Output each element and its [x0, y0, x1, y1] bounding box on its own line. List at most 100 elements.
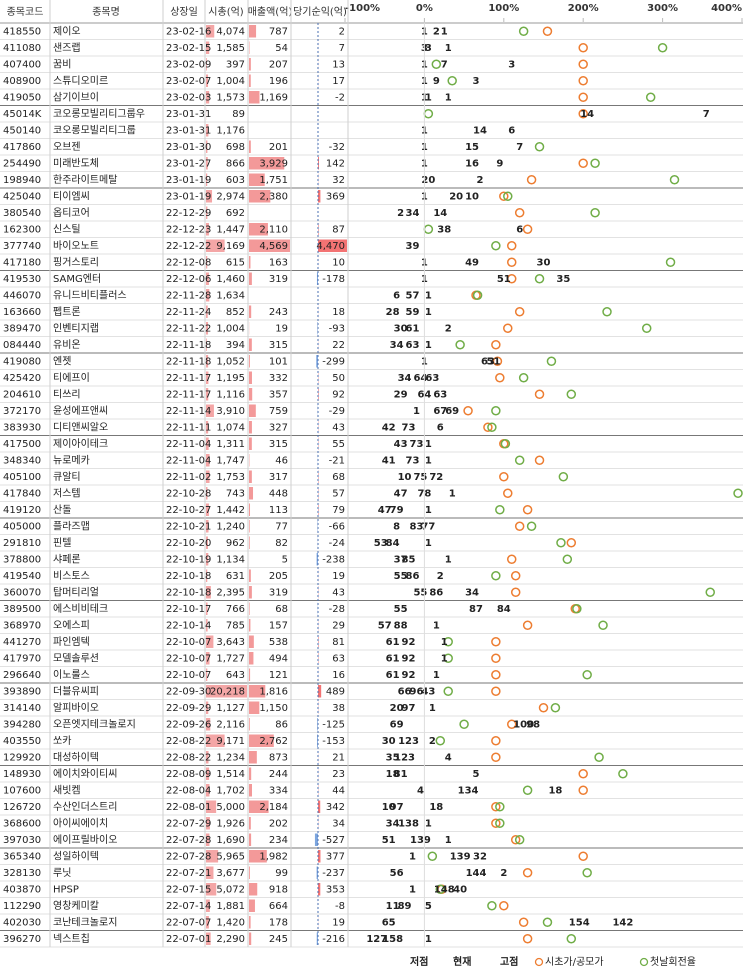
market-cap: 9,171: [216, 736, 245, 747]
stock-name: 디티앤씨알오: [53, 421, 108, 433]
cap-bar: [206, 586, 211, 599]
stock-name: 유니드비티플러스: [53, 289, 127, 301]
stock-code: 450140: [3, 125, 41, 136]
stock-name: 핑거스토리: [53, 256, 99, 268]
cap-bar: [206, 883, 217, 896]
cur-label: 100: [513, 719, 534, 730]
cap-bar: [206, 58, 207, 71]
listing-date: 22-11-18: [166, 356, 211, 367]
stock-name: 샤페론: [53, 553, 81, 565]
listing-date: 23-01-30: [166, 142, 211, 153]
listing-date: 23-02-03: [166, 92, 211, 103]
first-day-marker: [423, 109, 434, 119]
cap-bar: [206, 355, 209, 368]
market-cap: 3,677: [216, 868, 245, 879]
listing-date: 22-07-28: [166, 851, 211, 862]
net-income: 38: [332, 703, 345, 714]
high-label: 2: [429, 736, 436, 747]
cur-label: 57: [406, 290, 420, 301]
cap-bar: [206, 470, 210, 483]
market-cap: 5,072: [216, 884, 245, 895]
stock-code: 129920: [3, 752, 41, 763]
cur-label: 16: [465, 158, 479, 169]
high-label: 69: [445, 406, 459, 417]
market-cap: 1,514: [216, 769, 245, 780]
revenue: 4,569: [259, 241, 288, 252]
stock-code: 407400: [3, 59, 41, 70]
revenue-bar: [249, 701, 260, 714]
low-label: 18: [386, 769, 400, 780]
open-price-marker: [578, 785, 588, 795]
market-cap: 2,974: [216, 191, 245, 202]
high-label: 2: [437, 571, 444, 582]
cur-label: 88: [394, 620, 408, 631]
first-day-marker: [556, 538, 566, 548]
row: 45014K 코오롱모빌리티그룹우 23-01-31 89 14 7: [0, 107, 743, 123]
market-cap: 1,926: [216, 818, 245, 829]
net-income: 377: [326, 851, 345, 862]
first-day-marker: [582, 868, 592, 878]
revenue-bar: [249, 305, 252, 318]
revenue-bar: [249, 25, 257, 38]
market-cap: 1,747: [216, 455, 245, 466]
low-label: 1: [413, 406, 420, 417]
high-label: 18: [429, 802, 443, 813]
net-income: -178: [322, 274, 345, 285]
legend-marker: [639, 957, 649, 967]
listing-date: 22-11-17: [166, 373, 211, 384]
cap-bar: [206, 404, 214, 417]
stock-name: 티에프이: [53, 372, 90, 384]
stock-code: 148930: [3, 769, 41, 780]
stock-name: 코난테크놀로지: [53, 916, 117, 928]
first-day-marker: [550, 703, 561, 713]
low-label: 34: [398, 373, 412, 384]
low-label: 47: [378, 505, 392, 516]
stock-code: 254490: [3, 158, 41, 169]
revenue: 1,169: [259, 92, 288, 103]
open-price-marker: [506, 257, 517, 267]
first-day-marker: [618, 769, 628, 779]
market-cap: 5,000: [216, 802, 245, 813]
revenue-bar: [249, 668, 251, 681]
listing-date: 22-07-07: [166, 917, 211, 928]
listing-date: 22-11-22: [166, 323, 211, 334]
market-cap: 1,753: [216, 472, 245, 483]
cap-bar: [206, 767, 210, 780]
net-income-bar: [318, 223, 319, 236]
high-label: 14: [433, 208, 447, 219]
revenue: 357: [269, 389, 288, 400]
high-label: 1: [449, 488, 456, 499]
market-cap: 1,573: [216, 92, 245, 103]
high-label: 1: [425, 455, 432, 466]
open-price-marker: [578, 109, 588, 119]
market-cap: 1,052: [216, 356, 245, 367]
row: 377740 바이오노트 22-12-22 9,169 4,569 4,470 39: [0, 239, 743, 255]
stock-code: 419050: [3, 92, 41, 103]
market-cap: 20,218: [210, 686, 245, 697]
net-income: 7: [339, 43, 345, 54]
stock-code: 107600: [3, 785, 41, 796]
listing-date: 22-08-01: [166, 802, 211, 813]
stock-name: 미래반도체: [53, 157, 99, 169]
listing-date: 22-10-21: [166, 521, 211, 532]
revenue: 494: [269, 653, 288, 664]
high-label: 10: [465, 191, 479, 202]
net-income: -28: [329, 604, 345, 615]
low-label: 10: [382, 802, 396, 813]
revenue-bar: [249, 850, 267, 863]
revenue-bar: [249, 619, 251, 632]
stock-code: 378800: [3, 554, 41, 565]
revenue-bar: [249, 503, 251, 516]
listing-date: 23-02-09: [166, 59, 211, 70]
stock-code: 425040: [3, 191, 41, 202]
net-income: 489: [326, 686, 345, 697]
first-day-marker: [423, 224, 434, 234]
low-label: 61: [386, 637, 400, 648]
revenue-bar: [249, 140, 251, 153]
revenue-bar: [249, 190, 271, 203]
